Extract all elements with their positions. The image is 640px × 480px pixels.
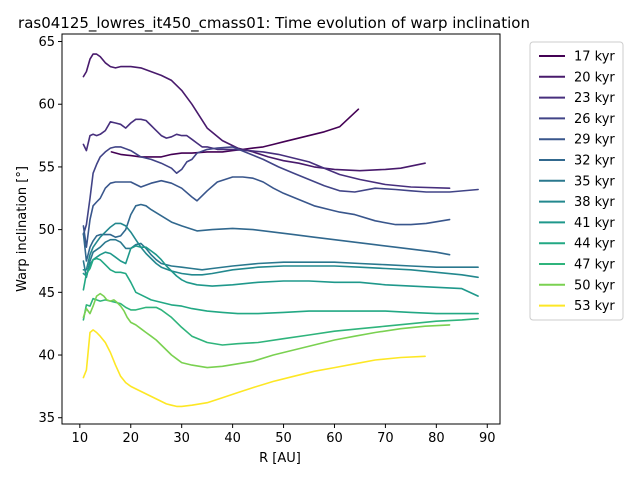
y-tick-label: 55 xyxy=(38,160,55,175)
x-tick-label: 20 xyxy=(122,431,139,446)
series-line-8 xyxy=(82,222,479,279)
series-line-13 xyxy=(82,329,426,408)
legend-entry: 17 kyr xyxy=(574,50,615,65)
series-line-12 xyxy=(82,292,451,369)
legend-entry: 26 kyr xyxy=(574,112,615,127)
legend-entry: 41 kyr xyxy=(574,216,615,231)
x-tick-label: 70 xyxy=(377,431,394,446)
x-tick-label: 80 xyxy=(428,431,445,446)
y-tick-label: 50 xyxy=(38,223,55,238)
legend-entry: 23 kyr xyxy=(574,91,615,106)
y-tick-label: 45 xyxy=(38,286,55,301)
y-axis-label: Warp inclination [°] xyxy=(15,166,30,292)
series-line-2 xyxy=(82,53,426,172)
legend-entry: 29 kyr xyxy=(574,133,615,148)
legend-entry: 38 kyr xyxy=(574,195,615,210)
series-line-10 xyxy=(82,257,479,315)
x-axis: 10 20 30 40 50 60 70 80 90 xyxy=(72,424,496,446)
legend-entry: 50 kyr xyxy=(574,278,615,293)
plot-frame xyxy=(61,33,501,425)
series-line-7 xyxy=(82,238,479,279)
x-tick-label: 50 xyxy=(275,431,292,446)
y-axis: 35 40 45 50 55 60 65 xyxy=(38,35,62,426)
series-line-3 xyxy=(82,118,451,189)
series-line-1 xyxy=(110,108,360,158)
legend: 17 kyr 20 kyr 23 kyr 26 kyr 29 kyr 32 kyr 35 k… xyxy=(529,41,624,321)
x-tick-label: 10 xyxy=(72,431,89,446)
chart-title: ras04125_lowres_it450_cmass01: Time evol… xyxy=(18,14,530,33)
legend-entry: 20 kyr xyxy=(574,70,615,85)
legend-frame xyxy=(529,41,624,321)
legend-entry: 47 kyr xyxy=(574,258,615,273)
legend-entry: 53 kyr xyxy=(574,299,615,314)
series-line-9 xyxy=(82,245,479,297)
series-line-5 xyxy=(82,176,451,248)
x-tick-label: 90 xyxy=(479,431,496,446)
x-tick-label: 30 xyxy=(173,431,190,446)
y-tick-label: 40 xyxy=(38,349,55,364)
series-line-4 xyxy=(82,146,479,236)
legend-entry: 44 kyr xyxy=(574,237,615,252)
series-line-11 xyxy=(82,297,479,346)
y-tick-label: 65 xyxy=(38,35,55,50)
legend-entry: 35 kyr xyxy=(574,174,615,189)
series-line-6 xyxy=(82,203,451,262)
x-tick-label: 40 xyxy=(224,431,241,446)
legend-entry: 32 kyr xyxy=(574,154,615,169)
y-tick-label: 35 xyxy=(38,411,55,426)
x-axis-label: R [AU] xyxy=(259,451,301,466)
y-tick-label: 60 xyxy=(38,98,55,113)
series-layer xyxy=(82,53,479,408)
x-tick-label: 60 xyxy=(326,431,343,446)
